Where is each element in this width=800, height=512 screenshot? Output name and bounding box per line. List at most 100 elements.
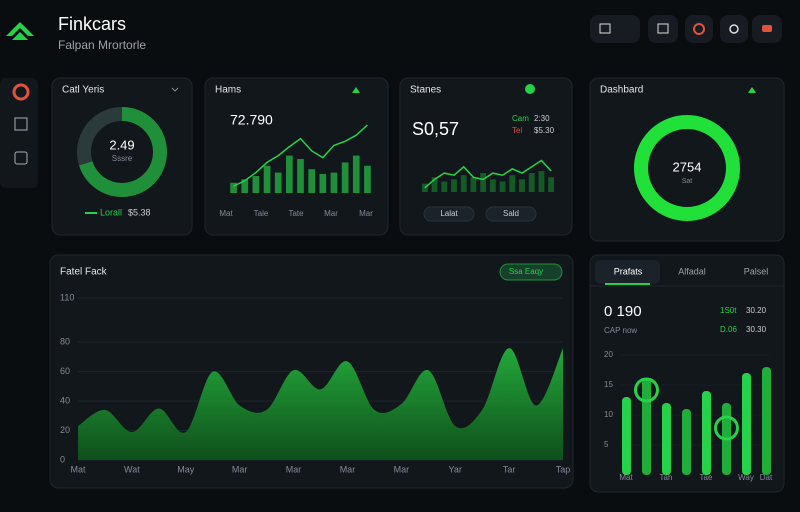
- area-fill: [78, 348, 563, 460]
- bar: [528, 173, 535, 192]
- bar: [319, 173, 327, 193]
- card: [399, 77, 573, 236]
- x-label: Tate: [288, 209, 304, 218]
- legend-value: $5.38: [128, 207, 151, 217]
- x-tick-label: Mar: [232, 464, 248, 474]
- metric-sub: CAP now: [604, 326, 637, 335]
- legend-label: Tel: [512, 126, 522, 135]
- bar: [330, 172, 338, 193]
- legend-value: 2:30: [534, 114, 550, 123]
- x-tick-label: Mar: [394, 464, 410, 474]
- metric-value: 72.790: [230, 112, 273, 128]
- tab-active[interactable]: [595, 260, 660, 284]
- y-tick-label: 80: [60, 337, 70, 347]
- trend-icon: [352, 87, 360, 93]
- bar: [460, 175, 467, 192]
- row-value: 30.20: [746, 306, 767, 315]
- chip-label: Lalat: [440, 209, 458, 218]
- nav-icon[interactable]: [12, 83, 30, 101]
- bar: [274, 172, 282, 193]
- metric-value: 0 190: [604, 303, 642, 320]
- y-tick-label: 20: [604, 350, 613, 359]
- x-tick-label: Mat: [619, 473, 633, 482]
- x-tick-label: May: [177, 464, 195, 474]
- x-label: Mat: [219, 209, 233, 218]
- card-title: Fatel Fack: [60, 267, 108, 278]
- bar: [489, 179, 496, 192]
- bar: [263, 165, 271, 193]
- bar: [642, 379, 651, 475]
- bar: [682, 409, 691, 475]
- x-tick-label: Dat: [760, 473, 773, 482]
- filter-button[interactable]: [499, 263, 563, 281]
- bar: [297, 159, 304, 193]
- x-tick-label: Wat: [124, 464, 140, 474]
- x-tick-label: Mar: [340, 464, 356, 474]
- app-subtitle: Falpan Mrortorle: [58, 38, 146, 52]
- nav-icon[interactable]: [14, 117, 28, 131]
- card-title: Dashbard: [600, 85, 643, 96]
- bar: [341, 162, 349, 193]
- bar: [308, 169, 315, 193]
- status-dot: [525, 84, 535, 94]
- bar: [252, 176, 260, 193]
- nav-icon[interactable]: [14, 151, 28, 165]
- bar: [499, 181, 506, 192]
- bar: [702, 391, 711, 475]
- y-tick-label: 110: [60, 292, 74, 302]
- highlight-marker: [634, 377, 659, 403]
- chip-button[interactable]: [485, 206, 537, 222]
- header-buttons: [590, 15, 782, 43]
- bar: [241, 179, 249, 193]
- donut-arc: [77, 107, 167, 197]
- donut-value: 2754: [673, 159, 702, 174]
- bar: [286, 155, 293, 193]
- icon-button[interactable]: [685, 15, 713, 43]
- row-label: 1S0t: [720, 306, 737, 315]
- card: [51, 77, 193, 236]
- bar: [548, 177, 555, 192]
- bar: [538, 171, 545, 192]
- icon-button[interactable]: [648, 15, 678, 43]
- chip-label: Sald: [503, 209, 519, 218]
- bar: [480, 173, 487, 192]
- y-tick-label: 15: [604, 380, 613, 389]
- sidebar: [0, 78, 38, 188]
- x-tick-label: Tah: [660, 473, 673, 482]
- icon-button[interactable]: [720, 15, 748, 43]
- chip-button[interactable]: [423, 206, 475, 222]
- donut-sub: Sat: [682, 178, 693, 185]
- legend-value: $5.30: [534, 126, 555, 135]
- tab: Prafats: [614, 266, 643, 276]
- bar: [662, 403, 671, 475]
- x-tick-label: Tar: [503, 464, 516, 474]
- row-label: D.06: [720, 325, 737, 334]
- bar: [622, 397, 631, 475]
- bar: [364, 165, 371, 193]
- bar: [352, 155, 360, 193]
- legend-label: Lorall: [100, 207, 122, 217]
- icon-button[interactable]: [590, 15, 640, 43]
- y-tick-label: 40: [60, 395, 70, 405]
- x-tick-label: Tap: [556, 464, 571, 474]
- x-label: Mar: [359, 209, 373, 218]
- x-tick-label: Yar: [449, 464, 462, 474]
- x-tick-label: Mar: [286, 464, 302, 474]
- bar: [431, 177, 438, 192]
- y-tick-label: 5: [604, 440, 609, 449]
- bar: [441, 181, 448, 192]
- y-tick-label: 60: [60, 366, 70, 376]
- row-value: 30.30: [746, 325, 767, 334]
- trend-icon: [748, 87, 756, 93]
- tab: Palsel: [744, 266, 769, 276]
- bar: [509, 175, 516, 192]
- card-title: Hams: [215, 85, 241, 96]
- trend-line: [233, 124, 368, 187]
- card: [204, 77, 389, 236]
- logo: [6, 22, 34, 40]
- legend-label: Cam: [512, 114, 529, 123]
- chevron: [171, 87, 179, 92]
- bar: [519, 179, 525, 192]
